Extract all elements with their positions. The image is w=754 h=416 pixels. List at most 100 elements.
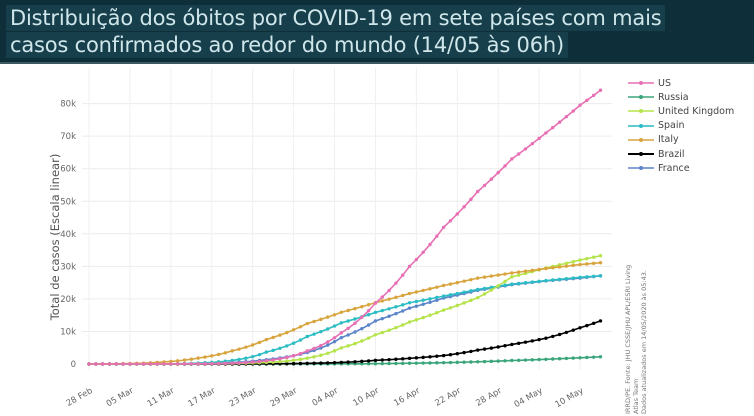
data-point-us	[94, 362, 98, 366]
data-point-united-kingdom	[591, 255, 596, 259]
data-point-russia	[591, 355, 596, 359]
data-point-brazil	[462, 350, 466, 355]
data-point-italy	[571, 263, 575, 268]
data-point-us	[476, 189, 480, 194]
data-point-us	[557, 120, 562, 124]
data-point-us	[482, 183, 487, 188]
data-point-spain	[332, 324, 337, 328]
data-point-united-kingdom	[312, 355, 316, 359]
data-point-russia	[462, 360, 466, 364]
data-point-brazil	[489, 346, 494, 350]
legend-item-us[interactable]: US	[628, 76, 734, 90]
legend-item-brazil[interactable]: Brazil	[628, 147, 734, 161]
data-point-spain	[237, 357, 241, 362]
data-point-france	[428, 300, 432, 304]
x-tick-label: 05 Mar	[105, 386, 136, 410]
data-point-brazil	[530, 339, 534, 343]
data-point-us	[216, 361, 221, 366]
legend-label: United Kingdom	[658, 105, 735, 117]
data-point-united-kingdom	[387, 328, 391, 332]
data-point-us	[455, 212, 459, 216]
legend-swatch	[628, 152, 654, 157]
data-point-us	[128, 362, 132, 366]
data-point-united-kingdom	[571, 259, 575, 264]
data-point-spain	[516, 281, 521, 286]
data-point-italy	[216, 352, 221, 357]
data-point-us	[373, 301, 378, 305]
data-point-brazil	[298, 361, 303, 366]
data-point-spain	[462, 290, 466, 294]
data-point-italy	[305, 321, 309, 326]
data-point-spain	[326, 327, 330, 331]
data-point-brazil	[578, 326, 582, 330]
data-point-russia	[578, 356, 582, 360]
data-point-spain	[482, 286, 487, 291]
data-point-italy	[203, 355, 207, 359]
data-point-italy	[291, 328, 296, 332]
legend-item-france[interactable]: France	[628, 161, 734, 175]
data-point-spain	[380, 308, 384, 313]
data-point-italy	[503, 272, 507, 276]
data-point-us	[564, 114, 569, 119]
legend-item-spain[interactable]: Spain	[628, 119, 734, 133]
data-point-united-kingdom	[285, 359, 289, 363]
data-point-united-kingdom	[421, 315, 425, 320]
data-point-italy	[462, 279, 466, 283]
y-axis-title: Total de casos (Escala linear)	[48, 153, 62, 321]
data-point-united-kingdom	[598, 254, 603, 258]
data-point-brazil	[557, 332, 562, 337]
data-point-us	[107, 362, 112, 366]
data-point-spain	[557, 277, 562, 282]
data-point-united-kingdom	[414, 318, 419, 322]
data-point-france	[319, 346, 323, 350]
data-point-spain	[523, 281, 528, 285]
data-point-spain	[366, 313, 371, 317]
data-point-united-kingdom	[346, 344, 350, 348]
data-point-spain	[394, 305, 398, 309]
data-point-united-kingdom	[305, 356, 309, 360]
data-point-italy	[414, 290, 419, 294]
data-point-russia	[407, 361, 412, 365]
data-point-united-kingdom	[578, 258, 582, 262]
data-point-brazil	[326, 361, 330, 365]
data-point-russia	[557, 357, 562, 361]
data-point-russia	[448, 360, 453, 365]
data-point-spain	[537, 279, 541, 284]
data-point-italy	[230, 349, 234, 353]
data-point-united-kingdom	[441, 308, 446, 312]
data-point-us	[571, 109, 575, 113]
data-point-us	[489, 177, 494, 181]
legend-item-united-kingdom[interactable]: United Kingdom	[628, 104, 734, 118]
data-point-spain	[585, 275, 589, 279]
data-point-spain	[346, 319, 350, 323]
data-point-russia	[551, 357, 555, 361]
data-point-us	[196, 362, 200, 366]
data-point-italy	[421, 288, 425, 293]
data-point-italy	[482, 275, 487, 279]
data-point-spain	[298, 338, 303, 342]
data-point-brazil	[319, 361, 323, 365]
data-point-brazil	[591, 321, 596, 326]
data-point-brazil	[428, 355, 432, 359]
legend-item-italy[interactable]: Italy	[628, 133, 734, 147]
data-point-italy	[489, 274, 494, 278]
data-point-us	[510, 157, 514, 161]
data-point-italy	[564, 264, 569, 268]
data-point-brazil	[537, 337, 541, 342]
data-point-spain	[591, 274, 596, 279]
data-point-italy	[169, 359, 173, 364]
data-point-us	[441, 225, 446, 229]
data-point-italy	[237, 347, 241, 351]
data-point-spain	[319, 329, 323, 334]
data-point-united-kingdom	[332, 349, 337, 353]
data-point-us	[387, 288, 391, 293]
data-point-spain	[278, 346, 282, 350]
legend-item-russia[interactable]: Russia	[628, 90, 734, 104]
data-point-italy	[476, 276, 480, 280]
data-point-russia	[544, 357, 548, 361]
data-point-spain	[544, 278, 548, 283]
data-point-brazil	[448, 352, 453, 357]
data-point-united-kingdom	[448, 306, 453, 310]
data-point-brazil	[435, 354, 439, 358]
data-point-us	[155, 362, 159, 366]
